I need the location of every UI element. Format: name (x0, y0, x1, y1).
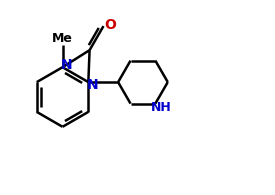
Text: N: N (87, 78, 99, 92)
Text: N: N (61, 58, 73, 72)
Text: NH: NH (151, 101, 172, 114)
Text: O: O (104, 18, 116, 32)
Text: Me: Me (52, 32, 73, 45)
